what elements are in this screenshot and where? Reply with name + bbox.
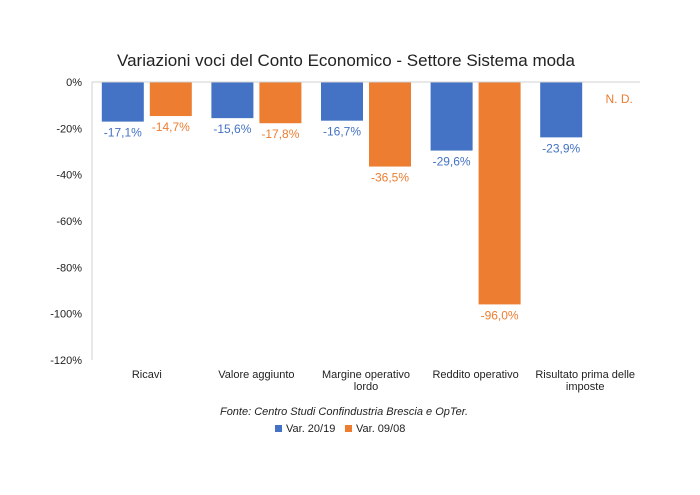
data-label: -23,9% xyxy=(542,141,580,155)
y-tick-label: -120% xyxy=(50,355,82,367)
y-tick-label: -40% xyxy=(56,170,82,182)
data-label: -17,8% xyxy=(261,127,299,141)
data-label: -36,5% xyxy=(371,171,409,185)
category-label: Ricavi xyxy=(132,369,162,381)
data-label: -16,7% xyxy=(323,125,361,139)
bar xyxy=(369,82,411,167)
data-label: -96,0% xyxy=(481,308,519,322)
data-label: -29,6% xyxy=(433,155,471,169)
category-label: Reddito operativo xyxy=(432,369,518,381)
chart-title: Variazioni voci del Conto Economico - Se… xyxy=(117,51,575,70)
bar xyxy=(101,82,144,122)
y-tick-label: -100% xyxy=(50,309,82,321)
plot-area: 0% -20% -40% -60% -80% -100% -120% -17,1% -14,7%… xyxy=(50,77,640,393)
legend-swatch xyxy=(275,425,282,432)
y-tick-label: -80% xyxy=(56,262,82,274)
category-label: Risultato prima delle xyxy=(535,369,635,381)
category-label: lordo xyxy=(354,381,378,393)
bar xyxy=(259,82,302,124)
data-label: -15,6% xyxy=(213,122,251,136)
bar xyxy=(478,82,521,305)
source-note: Fonte: Centro Studi Confindustria Bresci… xyxy=(220,406,468,418)
category-label: Margine operativo xyxy=(322,369,410,381)
y-tick-label: -60% xyxy=(56,216,82,228)
legend-label: Var. 09/08 xyxy=(356,423,405,435)
legend: Var. 20/19 Var. 09/08 xyxy=(275,423,405,435)
category-label: Valore aggiunto xyxy=(218,369,294,381)
category-label: imposte xyxy=(566,381,605,393)
y-tick-label: 0% xyxy=(66,77,82,89)
data-label: N. D. xyxy=(606,92,633,106)
y-tick-label: -20% xyxy=(56,123,82,135)
legend-swatch xyxy=(345,425,352,432)
bar xyxy=(540,82,583,138)
legend-label: Var. 20/19 xyxy=(286,423,335,435)
data-label: -14,7% xyxy=(152,120,190,134)
data-label: -17,1% xyxy=(104,126,142,140)
bar xyxy=(149,82,192,117)
bar xyxy=(321,82,363,121)
bar xyxy=(430,82,473,151)
bar xyxy=(211,82,254,119)
